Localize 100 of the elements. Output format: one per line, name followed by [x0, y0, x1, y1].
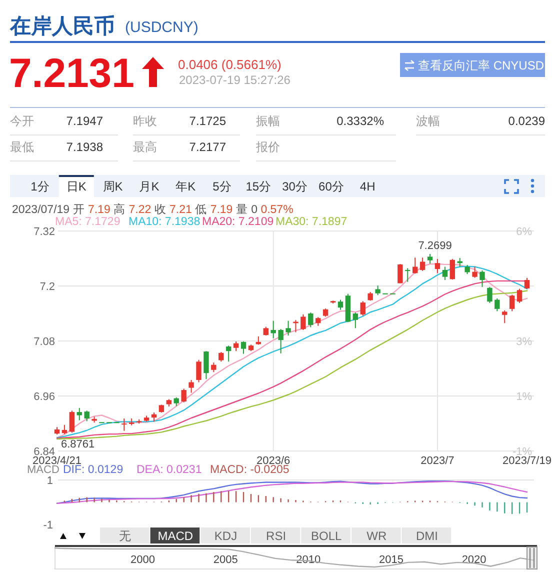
- candlestick: [69, 410, 75, 434]
- candlestick: [233, 340, 239, 352]
- text: 7.2131: [9, 50, 134, 96]
- candlestick: [420, 257, 426, 272]
- x-tick-label: 2000: [130, 554, 156, 566]
- y2-tick-label: 3%: [516, 336, 532, 348]
- text: 最高: [133, 140, 157, 154]
- text: 无: [119, 529, 132, 543]
- text: 0.0406 (0.5661%): [178, 57, 282, 72]
- candlestick: [308, 312, 314, 328]
- candlestick: [300, 314, 306, 330]
- y-tick-label: 6.96: [34, 391, 55, 403]
- text: 15分: [246, 180, 272, 194]
- candlestick: [204, 350, 209, 380]
- candlestick: [494, 298, 500, 312]
- text: 周K: [102, 180, 123, 194]
- candlestick: [524, 277, 530, 290]
- candlestick: [434, 258, 440, 274]
- candlestick: [450, 258, 455, 280]
- candlestick: [218, 352, 224, 362]
- text: 7.1938: [66, 140, 104, 154]
- candlestick: [442, 266, 448, 281]
- series-label: DIF: 0.0129: [63, 464, 124, 476]
- text: 在岸人民币: [9, 15, 115, 38]
- text: 7.1725: [189, 114, 226, 128]
- candlestick: [196, 359, 202, 383]
- y-tick-label: 6.84: [34, 446, 55, 458]
- text: MA10: 7.1938: [128, 216, 200, 228]
- candlestick: [464, 264, 470, 275]
- candlestick: [516, 288, 522, 304]
- candlestick: [405, 268, 410, 282]
- text: 30分: [282, 180, 308, 194]
- candlestick: [487, 286, 492, 304]
- x-tick-label: 2023/7: [420, 455, 454, 467]
- text: 7.1947: [66, 114, 104, 128]
- candlestick: [151, 412, 157, 422]
- candlestick: [502, 310, 508, 324]
- text: 60分: [318, 180, 344, 194]
- x-tick-label: 2005: [213, 554, 238, 566]
- text: KDJ: [214, 529, 238, 543]
- y-tick-label: 1: [46, 475, 53, 487]
- text: 7.2177: [189, 140, 226, 154]
- y2-tick-label: 1%: [516, 391, 532, 403]
- text: MA20: 7.2109: [202, 216, 274, 228]
- text: 查看反向汇率 CNYUSD: [418, 58, 544, 72]
- text: 0.3332%: [336, 114, 384, 128]
- text: WR: [366, 529, 387, 543]
- y-tick-label: 7.08: [34, 336, 55, 348]
- candlestick: [188, 379, 194, 394]
- text: 2023-07-19 15:27:26: [179, 73, 291, 87]
- text: 1分: [30, 180, 50, 194]
- candlestick: [84, 410, 90, 422]
- y-tick-label: -1: [43, 520, 53, 532]
- text: 昨收: [133, 114, 157, 128]
- chart-title: MACD: [27, 464, 60, 476]
- y-tick-label: 7.2: [40, 281, 55, 293]
- text: 0.0239: [508, 114, 546, 128]
- candlestick: [270, 320, 276, 339]
- text: 日K: [66, 180, 86, 194]
- candlestick: [472, 266, 478, 278]
- series-label: DEA: 0.0231: [136, 464, 202, 476]
- candlestick: [480, 270, 485, 288]
- text: RSI: [266, 529, 286, 543]
- text: 今开: [10, 114, 34, 128]
- text: 月K: [139, 180, 160, 194]
- candlestick: [412, 257, 418, 274]
- candlestick: [338, 299, 344, 310]
- text: 报价: [255, 140, 280, 154]
- annotation: 6.8761: [61, 438, 95, 450]
- candlestick: [76, 407, 82, 421]
- candlestick: [398, 264, 403, 284]
- candlestick: [360, 300, 366, 316]
- candlestick: [278, 328, 284, 354]
- text: 5分: [212, 180, 232, 194]
- text: 4H: [360, 180, 376, 194]
- text: 年K: [176, 180, 196, 194]
- text: MA5: 7.1729: [55, 216, 120, 228]
- candlestick: [375, 285, 380, 296]
- candlestick: [240, 340, 246, 354]
- text: BOLL: [311, 529, 342, 543]
- text: 波幅: [416, 114, 440, 128]
- text: (USDCNY): [125, 19, 198, 36]
- text: DMI: [416, 529, 438, 543]
- candlestick: [122, 418, 127, 432]
- y2-tick-label: 6%: [516, 226, 532, 238]
- candlestick: [509, 294, 515, 312]
- x-tick-label: 2023/7/19: [502, 455, 552, 467]
- text: 振幅: [256, 114, 280, 128]
- candlestick: [211, 362, 216, 373]
- series-label: MACD: -0.0205: [210, 464, 290, 476]
- text: MA30: 7.1897: [276, 216, 348, 228]
- x-tick-label: 2015: [379, 554, 404, 566]
- candlestick: [286, 320, 291, 336]
- candlestick: [427, 253, 433, 264]
- annotation: 7.2699: [418, 240, 452, 252]
- line-series: [56, 480, 528, 504]
- text: 2023/07/19 开 7.19 高 7.22 收 7.21 低 7.19 量 0 0.57%: [12, 204, 294, 216]
- text: 最低: [10, 140, 34, 154]
- text: MACD: [158, 529, 194, 543]
- candlestick: [181, 388, 186, 403]
